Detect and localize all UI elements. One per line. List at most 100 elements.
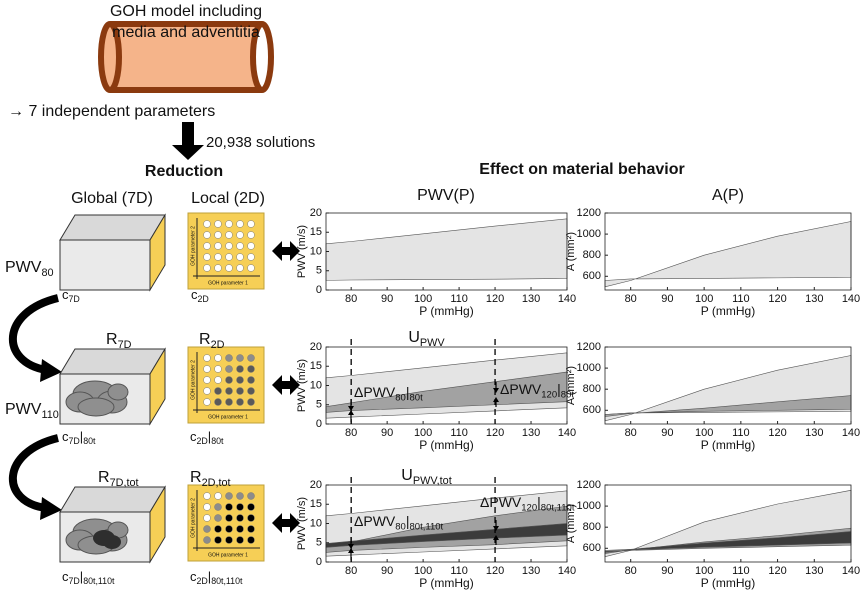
x-tick-label: 120 — [768, 427, 786, 439]
y-tick-label: 10 — [310, 517, 322, 529]
text-part: 80t,110t — [83, 576, 115, 586]
grid-dot — [214, 536, 222, 544]
y-tick-label: 1200 — [577, 207, 601, 219]
x-tick-label: 90 — [661, 293, 673, 305]
text-part: ΔPWV — [354, 384, 396, 400]
grid-dot — [203, 514, 211, 522]
reduction-label: R7D,tot — [98, 469, 139, 489]
text-part: 80t,110t — [409, 521, 443, 532]
text-part: 80t,110t — [211, 576, 243, 586]
y-tick-label: 800 — [583, 249, 601, 261]
x-tick-label: 110 — [450, 293, 468, 305]
x-tick-label: 140 — [558, 565, 576, 577]
text-part: 2D — [198, 294, 209, 304]
reduction-label: R2D,tot — [190, 469, 231, 489]
arrow-tip — [348, 406, 354, 411]
x-axis-label: P (mmHg) — [701, 304, 755, 318]
x-tick-label: 90 — [381, 427, 393, 439]
y-tick-label: 0 — [316, 556, 322, 568]
x-tick-label: 90 — [381, 293, 393, 305]
x-tick-label: 140 — [842, 293, 860, 305]
title-line: media and adventitia — [112, 24, 260, 41]
cloud — [77, 397, 115, 417]
grid-dot — [214, 242, 222, 250]
text-part: 110 — [41, 409, 58, 421]
grid-dot — [247, 503, 255, 511]
grid-dot — [203, 492, 211, 500]
x-tick-label: 80 — [345, 565, 357, 577]
cube-top — [59, 348, 166, 375]
grid-dot — [236, 503, 244, 511]
y-axis-label: PWV (m/s) — [296, 359, 308, 412]
grid-dot — [214, 220, 222, 228]
text-part: R — [190, 469, 202, 486]
solutions: 20,938 solutions — [206, 134, 315, 151]
grid-dot — [203, 365, 211, 373]
text-part: c — [62, 287, 69, 302]
text-part: 120 — [521, 502, 537, 513]
grid-axis-label: GOH parameter 2 — [190, 498, 196, 538]
grid-dot — [203, 253, 211, 261]
x-tick-label: 110 — [450, 565, 468, 577]
curved-arrow — [8, 294, 60, 512]
text-part: c — [190, 569, 197, 584]
grid-dot — [225, 264, 233, 272]
y-tick-label: 10 — [310, 379, 322, 391]
grid-dot — [203, 398, 211, 406]
grid-dot — [225, 503, 233, 511]
y-tick-label: 0 — [316, 284, 322, 296]
arrow-tip — [348, 548, 354, 553]
column-header: PWV(P) — [417, 187, 475, 204]
y-axis-label: PWV (m/s) — [296, 225, 308, 278]
x-tick-label: 140 — [558, 293, 576, 305]
parameters: → 7 independent parameters — [8, 103, 215, 120]
grid-dot — [247, 242, 255, 250]
reduction-label: PWV110 — [5, 401, 59, 421]
grid-dot — [247, 492, 255, 500]
grid-dot — [225, 365, 233, 373]
grid-dot — [214, 503, 222, 511]
x-tick-label: 120 — [486, 293, 504, 305]
grid-dot — [225, 525, 233, 533]
y-tick-label: 1200 — [577, 479, 601, 491]
x-tick-label: 90 — [661, 565, 673, 577]
text-part: 7D — [69, 576, 80, 586]
global-header: Global (7D) — [71, 190, 153, 207]
y-axis-label: A (mm²) — [565, 366, 577, 405]
grid-dot — [203, 354, 211, 362]
grid-axis-label: GOH parameter 2 — [190, 360, 196, 400]
grid-dot — [247, 387, 255, 395]
grid-dot — [236, 387, 244, 395]
text-part: PWV — [420, 337, 446, 349]
text-part: 80 — [41, 267, 53, 279]
x-tick-label: 130 — [805, 565, 823, 577]
x-tick-label: 140 — [842, 427, 860, 439]
reduction-label: c2D — [191, 287, 209, 304]
x-tick-label: 90 — [661, 427, 673, 439]
grid-dot — [236, 220, 244, 228]
y-tick-label: 600 — [583, 542, 601, 554]
annotation: ΔPWV80|80t — [354, 384, 423, 403]
arrow-tip — [493, 535, 499, 540]
grid-axis-label: GOH parameter 1 — [208, 280, 248, 286]
arrow-tip — [493, 388, 499, 393]
cloud-core — [103, 535, 121, 549]
x-tick-label: 100 — [695, 293, 713, 305]
text-part: PWV — [5, 259, 42, 276]
y-tick-label: 20 — [310, 207, 322, 219]
x-tick-label: 140 — [558, 427, 576, 439]
text-part: 80t — [409, 392, 423, 403]
text-part: | — [80, 569, 83, 584]
grid-axis-label: GOH parameter 1 — [208, 414, 248, 420]
reduction-label: PWV80 — [5, 259, 54, 279]
x-tick-label: 130 — [805, 427, 823, 439]
grid-axis-label: GOH parameter 1 — [208, 552, 248, 558]
grid-dot — [203, 525, 211, 533]
grid-dot — [236, 525, 244, 533]
grid-axis-label: GOH parameter 2 — [190, 226, 196, 266]
x-tick-label: 130 — [522, 427, 540, 439]
local-header: Local (2D) — [191, 190, 265, 207]
x-tick-label: 120 — [486, 427, 504, 439]
grid-dot — [247, 264, 255, 272]
